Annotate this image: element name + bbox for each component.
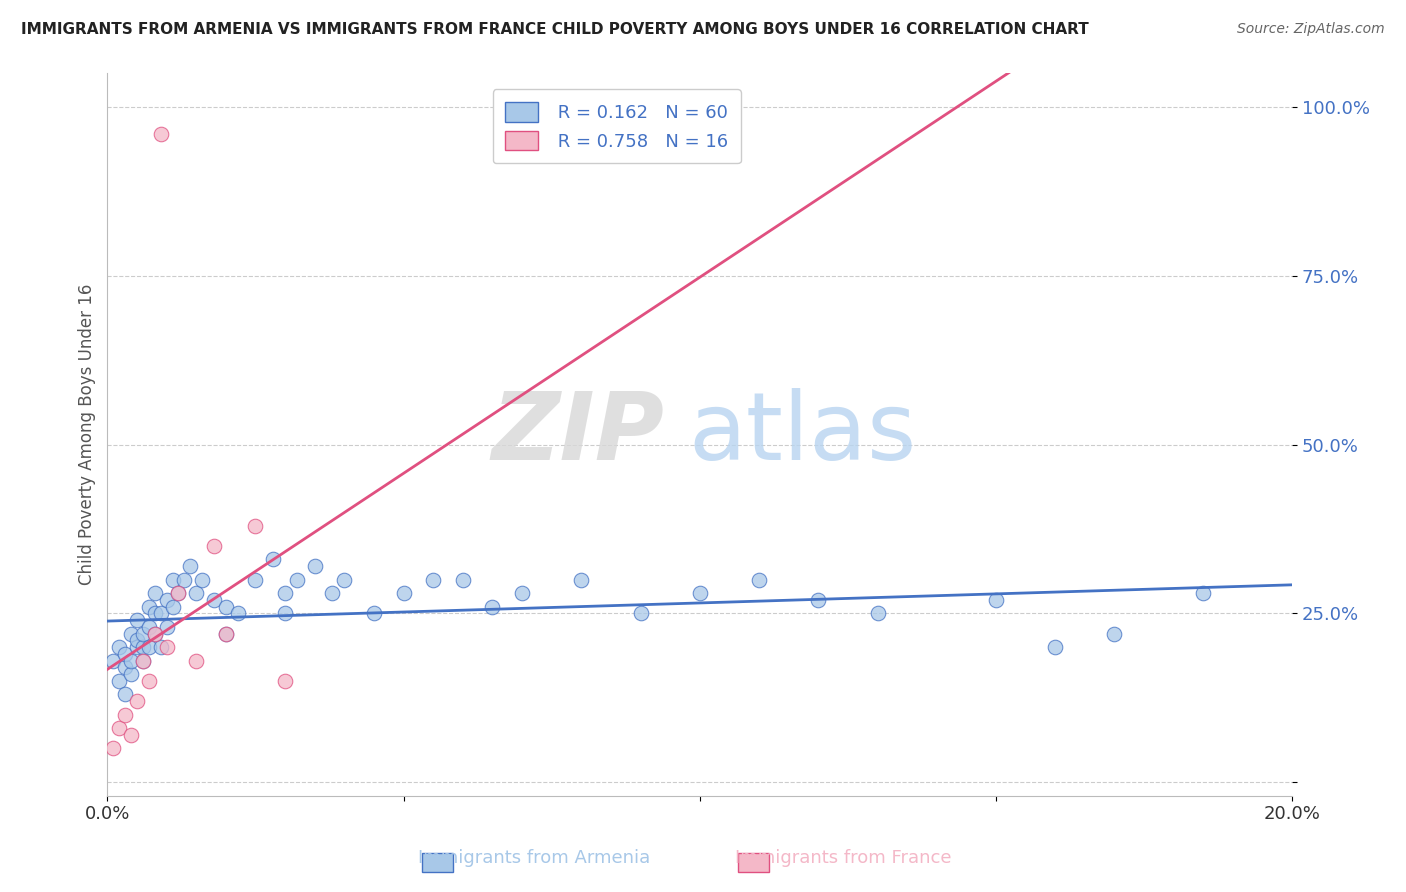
Point: [630, 607, 652, 621]
Point: [274, 607, 297, 621]
Point: [120, 626, 142, 640]
Point: [202, 592, 225, 607]
Point: [173, 573, 195, 587]
Legend:  R = 0.162   N = 60,  R = 0.758   N = 16: R = 0.162 N = 60, R = 0.758 N = 16: [492, 89, 741, 163]
Point: [191, 573, 214, 587]
Point: [108, 721, 131, 735]
Point: [866, 607, 889, 621]
Point: [304, 559, 326, 574]
Point: [114, 688, 136, 702]
Point: [167, 586, 190, 600]
Point: [274, 673, 297, 688]
Text: Immigrants from France: Immigrants from France: [735, 849, 952, 867]
Point: [125, 633, 148, 648]
Point: [132, 654, 155, 668]
Point: [132, 654, 155, 668]
Point: [125, 640, 148, 655]
Point: [1045, 640, 1067, 655]
Point: [132, 626, 155, 640]
Point: [162, 573, 184, 587]
Point: [215, 626, 238, 640]
Point: [510, 586, 533, 600]
Point: [451, 573, 474, 587]
Point: [120, 728, 142, 742]
Point: [138, 599, 160, 614]
Point: [274, 586, 297, 600]
Text: ZIP: ZIP: [491, 388, 664, 481]
Point: [114, 660, 136, 674]
Text: atlas: atlas: [688, 388, 917, 481]
Point: [114, 647, 136, 661]
Point: [156, 592, 179, 607]
Point: [363, 607, 385, 621]
Text: Source: ZipAtlas.com: Source: ZipAtlas.com: [1237, 22, 1385, 37]
Point: [392, 586, 415, 600]
Point: [1104, 626, 1126, 640]
Point: [138, 620, 160, 634]
Point: [186, 654, 208, 668]
Point: [125, 694, 148, 708]
Point: [748, 573, 770, 587]
Point: [186, 586, 208, 600]
Point: [103, 654, 125, 668]
Point: [114, 707, 136, 722]
Point: [149, 640, 172, 655]
Point: [285, 573, 308, 587]
Point: [143, 626, 166, 640]
Point: [245, 518, 267, 533]
Point: [481, 599, 503, 614]
Point: [143, 626, 166, 640]
Point: [167, 586, 190, 600]
Point: [226, 607, 249, 621]
Point: [156, 640, 179, 655]
Y-axis label: Child Poverty Among Boys Under 16: Child Poverty Among Boys Under 16: [79, 284, 96, 585]
Point: [149, 607, 172, 621]
Point: [120, 654, 142, 668]
Point: [262, 552, 284, 566]
Point: [138, 673, 160, 688]
Point: [215, 626, 238, 640]
Point: [569, 573, 592, 587]
Point: [108, 640, 131, 655]
Point: [143, 586, 166, 600]
Point: [138, 640, 160, 655]
Point: [689, 586, 711, 600]
Point: [1192, 586, 1215, 600]
Point: [132, 640, 155, 655]
Point: [108, 673, 131, 688]
Point: [143, 607, 166, 621]
Point: [333, 573, 356, 587]
Point: [245, 573, 267, 587]
Point: [162, 599, 184, 614]
Point: [103, 741, 125, 756]
Point: [120, 667, 142, 681]
Text: Immigrants from Armenia: Immigrants from Armenia: [418, 849, 651, 867]
Point: [215, 599, 238, 614]
Point: [179, 559, 201, 574]
Point: [125, 613, 148, 627]
Point: [984, 592, 1007, 607]
Point: [149, 127, 172, 141]
Point: [321, 586, 343, 600]
Point: [422, 573, 444, 587]
Point: [202, 539, 225, 553]
Text: IMMIGRANTS FROM ARMENIA VS IMMIGRANTS FROM FRANCE CHILD POVERTY AMONG BOYS UNDER: IMMIGRANTS FROM ARMENIA VS IMMIGRANTS FR…: [21, 22, 1088, 37]
Point: [807, 592, 830, 607]
Point: [156, 620, 179, 634]
